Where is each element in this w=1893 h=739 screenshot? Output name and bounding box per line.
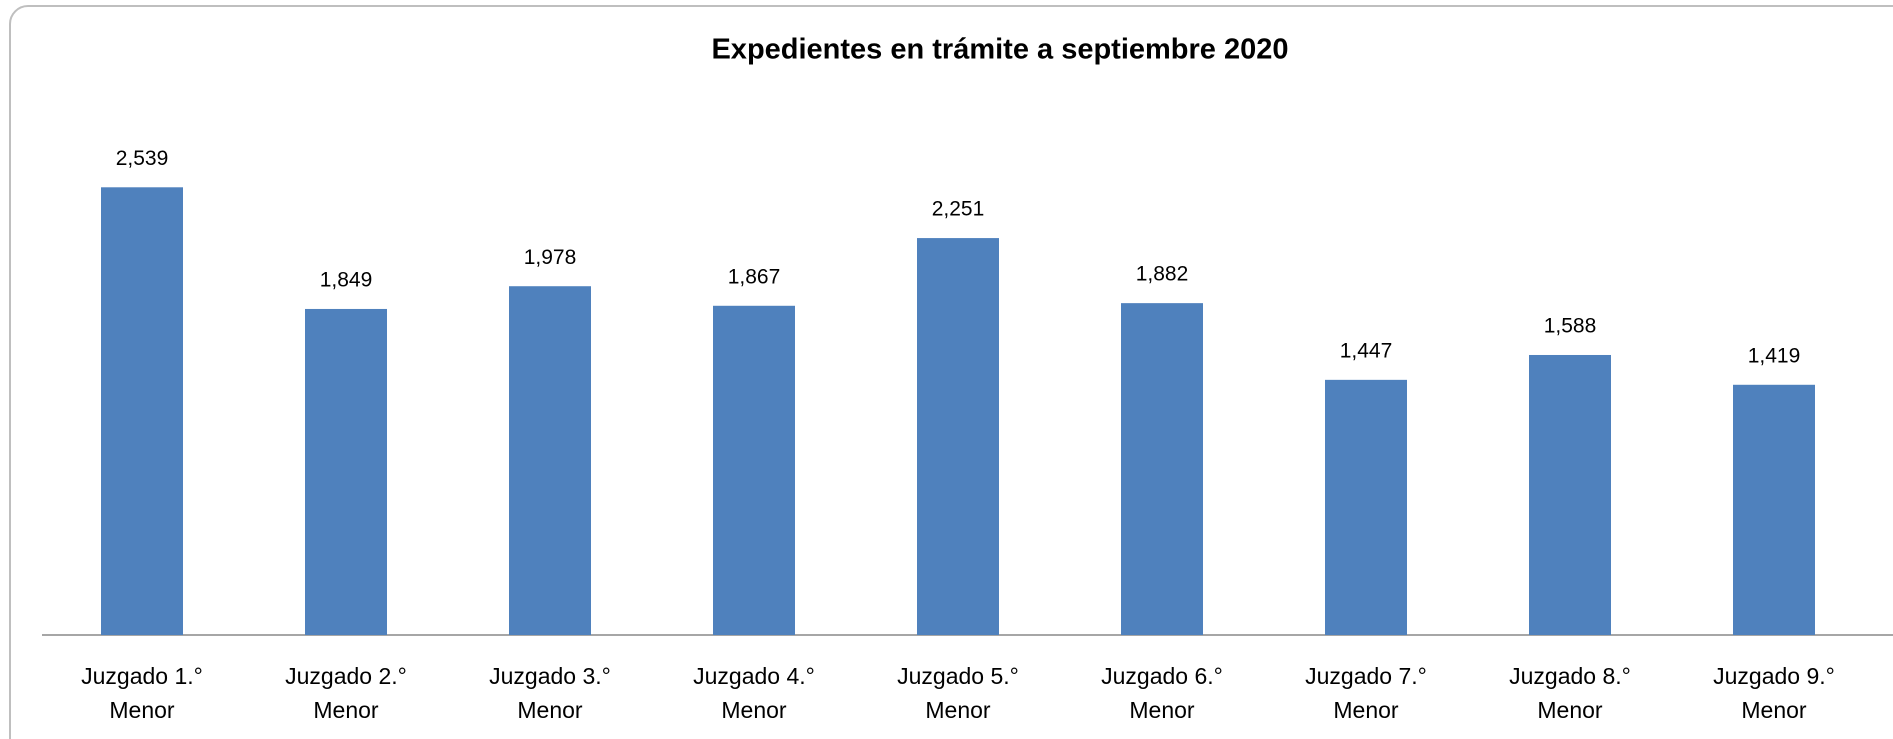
x-tick-label: Juzgado 8.° Menor (1509, 663, 1631, 723)
x-tick-label: Juzgado 3.° Menor (489, 663, 611, 723)
data-label: 1,849 (320, 269, 373, 292)
bar (1325, 379, 1407, 635)
x-tick-label: Juzgado 1.° Menor (81, 663, 203, 723)
x-tick-label: Juzgado 6.° Menor (1101, 663, 1223, 723)
bar (1529, 354, 1611, 635)
data-label: 1,882 (1136, 263, 1189, 286)
data-label: 2,539 (116, 147, 169, 170)
x-tick-label: Juzgado 4.° Menor (693, 663, 815, 723)
data-label: 1,588 (1544, 315, 1597, 338)
bar (1733, 384, 1815, 635)
x-tick-label: Juzgado 2.° Menor (285, 663, 407, 723)
data-label: 2,251 (932, 198, 985, 221)
bar (917, 238, 999, 635)
bar (305, 308, 387, 635)
chart-title: Expedientes en trámite a septiembre 2020 (711, 34, 1288, 66)
data-label: 1,447 (1340, 339, 1393, 362)
x-tick-label: Juzgado 5.° Menor (897, 663, 1019, 723)
bar (713, 305, 795, 635)
bar (101, 187, 183, 635)
data-label: 1,419 (1748, 344, 1801, 367)
x-tick-label: Juzgado 9.° Menor (1713, 663, 1835, 723)
bar (509, 286, 591, 635)
bar (1121, 303, 1203, 635)
data-label: 1,867 (728, 265, 781, 288)
x-tick-label: Juzgado 7.° Menor (1305, 663, 1427, 723)
data-label: 1,978 (524, 246, 577, 269)
